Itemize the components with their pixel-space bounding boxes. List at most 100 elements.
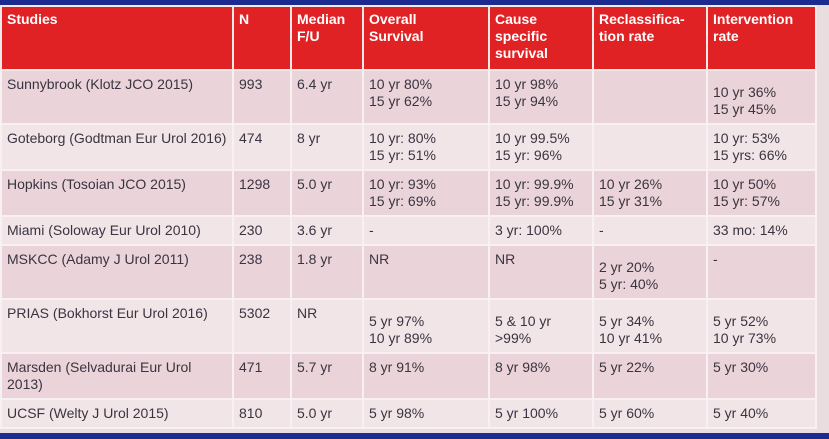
cell-text: 1298: [239, 176, 271, 192]
header-text: Survival: [369, 28, 424, 44]
table-cell: [592, 123, 708, 171]
table-cell: 5 yr 40%: [706, 398, 817, 429]
cell-text: 5 yr 40%: [713, 405, 769, 421]
table-cell: 10 yr 36% 15 yr 45%: [706, 69, 817, 125]
header-cell: Overall Survival: [362, 5, 490, 71]
cell-text: 5.0 yr: [297, 176, 333, 192]
table-cell: 5 yr 98%: [362, 398, 490, 429]
table-cell: 5 yr 22%: [592, 352, 708, 400]
table-cell: 8 yr 98%: [488, 352, 594, 400]
cell-text: 15 yr: 96%: [495, 147, 562, 163]
table-cell: 5 yr 34% 10 yr 41%: [592, 298, 708, 354]
cell-text: 10 yr 73%: [713, 330, 777, 346]
cell-text: 5 yr 97%: [369, 313, 425, 329]
table-cell: NR: [488, 244, 594, 300]
table-cell: -: [592, 215, 708, 246]
cell-text: 5 yr 22%: [599, 359, 655, 375]
header-text: Overall: [369, 11, 417, 27]
table-body: Sunnybrook (Klotz JCO 2015) 993 6.4 yr 10 y…: [0, 69, 817, 429]
table-cell: 993: [232, 69, 292, 125]
table-cell: Miami (Soloway Eur Urol 2010): [0, 215, 234, 246]
cell-text: 15 yr 45%: [713, 101, 777, 117]
header-text: rate: [713, 28, 739, 44]
cell-text: 8 yr 91%: [369, 359, 425, 375]
table-cell: 5 & 10 yr >99%: [488, 298, 594, 354]
cell-text: 810: [239, 405, 263, 421]
table-cell: Sunnybrook (Klotz JCO 2015): [0, 69, 234, 125]
cell-text: 5 yr 60%: [599, 405, 655, 421]
table-cell: PRIAS (Bokhorst Eur Urol 2016): [0, 298, 234, 354]
cell-text: 10 yr 36%: [713, 84, 777, 100]
cell-text: 5 yr: 40%: [599, 276, 659, 292]
cell-text: 238: [239, 251, 263, 267]
cell-text: 1.8 yr: [297, 251, 333, 267]
table-cell: 5.0 yr: [290, 169, 364, 217]
cell-text: 10 yr 80%: [369, 76, 433, 92]
cell-text: 8 yr 98%: [495, 359, 551, 375]
table-cell: 5 yr 100%: [488, 398, 594, 429]
table-cell: 5 yr 60%: [592, 398, 708, 429]
cell-text: 10 yr 99.5%: [495, 130, 570, 146]
header-text: Median: [297, 11, 346, 27]
cell-text: 993: [239, 76, 263, 92]
cell-text: 10 yr: 93%: [369, 176, 436, 192]
header-text: F/U: [297, 28, 320, 44]
cell-text: 3 yr: 100%: [495, 222, 562, 238]
cell-text: 2 yr 20%: [599, 259, 655, 275]
table-cell: 3 yr: 100%: [488, 215, 594, 246]
cell-text: 15 yr 31%: [599, 193, 663, 209]
cell-text: NR: [495, 251, 516, 267]
cell-text: 5 yr 98%: [369, 405, 425, 421]
cell-text: 15 yr: 57%: [713, 193, 780, 209]
table-cell: 10 yr: 53% 15 yrs: 66%: [706, 123, 817, 171]
cell-text: 5 yr 30%: [713, 359, 769, 375]
table-cell: 5.0 yr: [290, 398, 364, 429]
cell-text: 15 yrs: 66%: [713, 147, 787, 163]
header-text: Intervention: [713, 11, 794, 27]
cell-text: PRIAS (Bokhorst Eur Urol 2016): [7, 305, 208, 321]
cell-text: 5302: [239, 305, 271, 321]
header-cell: Median F/U: [290, 5, 364, 71]
cell-text: 5.0 yr: [297, 405, 333, 421]
table-cell: 33 mo: 14%: [706, 215, 817, 246]
cell-text: 5 yr 34%: [599, 313, 655, 329]
table-cell: 5 yr 30%: [706, 352, 817, 400]
table-row: Marsden (Selvadurai Eur Urol 2013) 471 5.7…: [0, 352, 817, 400]
cell-text: 10 yr 26%: [599, 176, 663, 192]
cell-text: 10 yr 89%: [369, 330, 433, 346]
header-text: survival: [495, 45, 548, 61]
table-cell: 238: [232, 244, 292, 300]
cell-text: NR: [369, 251, 390, 267]
header-cell: Intervention rate: [706, 5, 817, 71]
study-table: Studies N Median F/U Overall Survival Cause spe…: [0, 5, 817, 429]
table-cell: Marsden (Selvadurai Eur Urol 2013): [0, 352, 234, 400]
table-row: MSKCC (Adamy J Urol 2011) 238 1.8 yr NR NR 2 …: [0, 244, 817, 300]
header-text: Studies: [7, 11, 58, 27]
table-cell: 5302: [232, 298, 292, 354]
table-row: Hopkins (Tosoian JCO 2015) 1298 5.0 yr 10 y…: [0, 169, 817, 217]
cell-text: 15 yr: 69%: [369, 193, 436, 209]
header-cell: Cause specific survival: [488, 5, 594, 71]
cell-text: 6.4 yr: [297, 76, 333, 92]
table-cell: 10 yr: 99.9% 15 yr: 99.9%: [488, 169, 594, 217]
cell-text: 10 yr 41%: [599, 330, 663, 346]
header-cell: Reclassifica-tion rate: [592, 5, 708, 71]
cell-text: Miami (Soloway Eur Urol 2010): [7, 222, 201, 238]
cell-text: Hopkins (Tosoian JCO 2015): [7, 176, 186, 192]
table-cell: [592, 69, 708, 125]
header-text: N: [239, 11, 250, 27]
cell-text: 10 yr: 99.9%: [495, 176, 574, 192]
header-text: specific: [495, 28, 548, 44]
cell-text: -: [713, 251, 718, 267]
table-cell: 5.7 yr: [290, 352, 364, 400]
header-cell: N: [232, 5, 292, 71]
header-cell: Studies: [0, 5, 234, 71]
cell-text: 15 yr 94%: [495, 93, 559, 109]
table-cell: NR: [290, 298, 364, 354]
cell-text: MSKCC (Adamy J Urol 2011): [7, 251, 189, 267]
table-cell: UCSF (Welty J Urol 2015): [0, 398, 234, 429]
table-cell: Goteborg (Godtman Eur Urol 2016): [0, 123, 234, 171]
table-cell: 1.8 yr: [290, 244, 364, 300]
table-cell: 5 yr 97% 10 yr 89%: [362, 298, 490, 354]
cell-text: 10 yr 98%: [495, 76, 559, 92]
